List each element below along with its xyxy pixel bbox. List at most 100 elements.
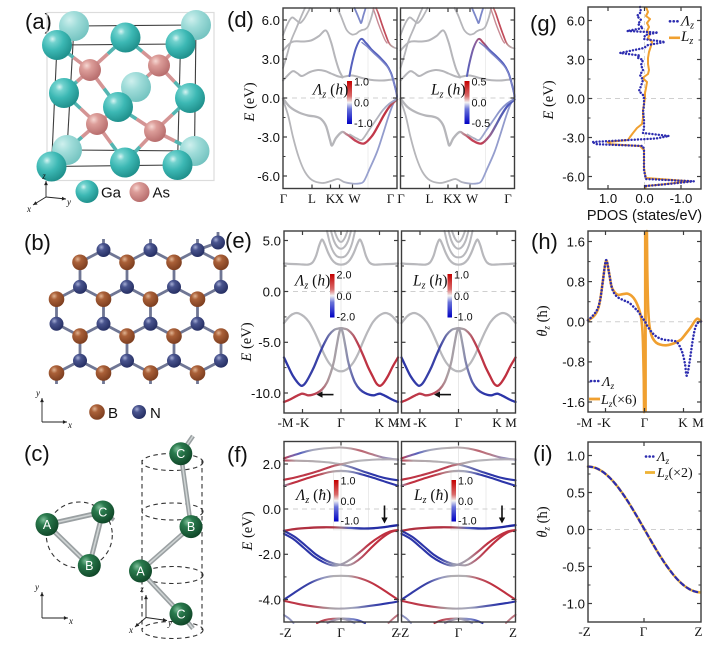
svg-text:0.0: 0.0 [337,291,352,303]
svg-text:-0.8: -0.8 [562,355,585,370]
svg-text:0.0: 0.0 [567,91,585,106]
svg-text:0.0: 0.0 [263,284,281,299]
svg-text:0.5: 0.5 [567,485,585,500]
svg-text:Lz (ħ): Lz (ħ) [413,487,449,506]
svg-text:Λz (ħ): Λz (ħ) [294,487,331,506]
svg-text:B: B [187,520,195,534]
svg-text:-5.0: -5.0 [258,335,281,350]
svg-text:X: X [335,191,345,206]
svg-text:Z: Z [695,624,703,639]
svg-text:2.0: 2.0 [263,457,281,472]
svg-text:Lz: Lz [680,29,693,47]
svg-text:-1.0: -1.0 [458,516,477,528]
svg-text:X: X [452,191,462,206]
svg-text:-1.0: -1.0 [454,312,473,324]
svg-text:(d): (d) [227,7,254,32]
svg-text:L: L [426,191,434,206]
svg-text:Γ: Γ [397,191,405,206]
svg-text:-Z: -Z [578,624,590,639]
svg-text:-1.0: -1.0 [341,516,360,528]
svg-text:Lz (h): Lz (h) [430,82,466,101]
svg-text:0.0: 0.0 [262,91,280,106]
svg-text:Λz (h): Λz (h) [311,82,348,101]
svg-text:-K: -K [413,415,427,430]
svg-text:L: L [308,191,316,206]
svg-text:1.0: 1.0 [599,191,617,206]
svg-text:(c): (c) [24,441,50,466]
svg-text:0.0: 0.0 [567,315,585,330]
svg-text:Γ: Γ [337,415,345,430]
svg-text:-3.0: -3.0 [257,130,280,145]
svg-text:-1.0: -1.0 [670,191,693,206]
svg-text:z: z [41,171,46,181]
svg-text:0.0: 0.0 [341,496,356,508]
svg-text:Λz (h): Λz (h) [293,273,330,292]
svg-text:-M: -M [395,415,411,430]
svg-text:Γ: Γ [640,624,648,639]
svg-text:Lz(×2): Lz(×2) [656,466,693,483]
svg-text:K: K [492,415,502,430]
svg-text:Λz: Λz [655,450,669,467]
svg-text:0.8: 0.8 [567,274,585,289]
svg-text:B: B [108,405,118,422]
svg-text:M: M [505,415,517,430]
svg-text:-3.0: -3.0 [562,130,585,145]
svg-text:Lz(×6): Lz(×6) [600,393,637,410]
svg-text:N: N [150,405,161,422]
svg-text:PDOS (states/eV): PDOS (states/eV) [587,208,702,224]
svg-text:-0.5: -0.5 [472,118,491,130]
svg-text:M: M [692,415,704,430]
svg-text:-2.0: -2.0 [337,312,356,324]
svg-text:0.0: 0.0 [454,291,469,303]
svg-text:-0.5: -0.5 [562,559,585,574]
svg-text:Γ: Γ [280,191,288,206]
svg-text:(h): (h) [531,229,558,254]
svg-text:(b): (b) [24,230,51,255]
svg-text:5.0: 5.0 [263,233,281,248]
svg-text:K: K [443,191,453,206]
svg-text:-K: -K [296,415,310,430]
svg-text:Γ: Γ [641,415,649,430]
svg-text:W: W [348,191,361,206]
svg-text:B: B [85,559,93,573]
svg-text:(g): (g) [530,11,557,36]
svg-text:E (eV): E (eV) [242,82,258,122]
svg-text:Γ: Γ [337,625,345,640]
svg-text:-K: -K [597,415,611,430]
svg-text:1.6: 1.6 [567,234,585,249]
svg-text:(f): (f) [227,442,248,467]
svg-text:Z: Z [509,625,517,640]
svg-text:Γ: Γ [455,625,463,640]
svg-text:C: C [176,447,185,461]
svg-text:-2.0: -2.0 [258,547,281,562]
svg-text:0.0: 0.0 [567,522,585,537]
svg-text:Γ: Γ [504,191,512,206]
svg-text:As: As [153,185,171,202]
svg-text:0.0: 0.0 [263,502,281,517]
svg-text:C: C [98,506,107,520]
svg-text:y: y [34,582,39,592]
svg-text:-4.0: -4.0 [258,592,281,607]
svg-text:E (eV): E (eV) [239,322,255,362]
svg-text:1.0: 1.0 [341,476,356,488]
svg-text:A: A [136,565,145,579]
svg-text:x: x [128,625,133,635]
svg-text:-1.6: -1.6 [562,395,585,410]
svg-text:1.0: 1.0 [454,270,469,282]
svg-text:x: x [26,204,31,214]
svg-text:Γ: Γ [387,191,395,206]
svg-text:K: K [326,191,336,206]
svg-text:Z: Z [392,625,400,640]
svg-text:-1.0: -1.0 [562,596,585,611]
svg-text:A: A [43,518,52,532]
svg-text:θz (ħ): θz (ħ) [535,305,552,336]
svg-text:0.5: 0.5 [472,77,487,89]
svg-text:1.0: 1.0 [458,476,473,488]
svg-text:1.0: 1.0 [354,77,369,89]
svg-text:0.0: 0.0 [635,191,653,206]
svg-text:-Z: -Z [397,625,409,640]
svg-text:Lz (h): Lz (h) [412,273,448,292]
svg-text:3.0: 3.0 [567,52,585,67]
svg-text:2.0: 2.0 [337,270,352,282]
svg-text:E (eV): E (eV) [240,511,256,551]
